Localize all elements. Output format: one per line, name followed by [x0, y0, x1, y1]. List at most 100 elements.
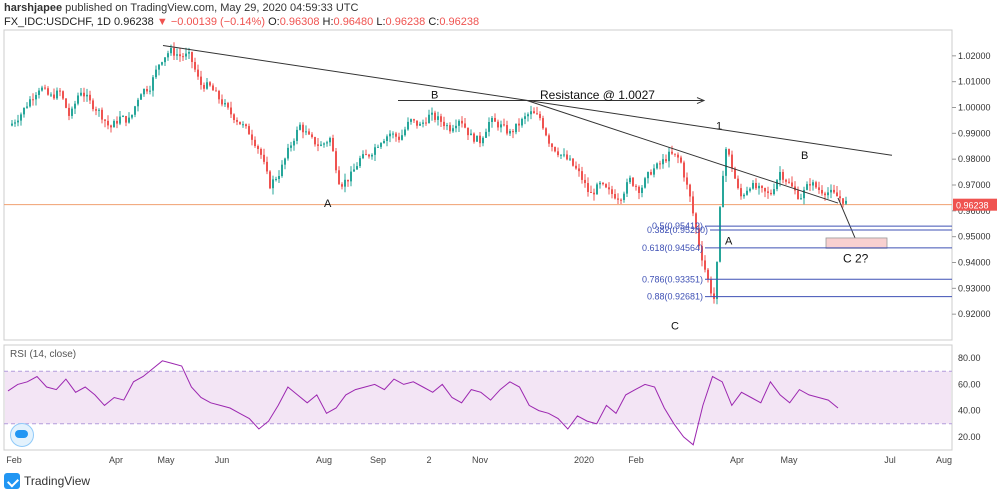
- candle-body: [839, 196, 841, 199]
- candle-body: [158, 64, 160, 70]
- candle-body: [791, 182, 793, 187]
- candle-body: [149, 90, 151, 92]
- candle-body: [371, 154, 373, 157]
- candle-body: [599, 182, 601, 185]
- candle-body: [35, 94, 37, 100]
- time-axis-label: May: [157, 455, 175, 465]
- candle-body: [368, 154, 370, 157]
- candle-body: [689, 184, 691, 197]
- publish-info: harshjapee published on TradingView.com,…: [4, 2, 358, 14]
- candle-body: [161, 62, 163, 65]
- candle-body: [749, 188, 751, 191]
- candle-body: [257, 146, 259, 150]
- candle-body: [41, 87, 43, 91]
- candle-body: [86, 94, 88, 97]
- candle-body: [89, 94, 91, 101]
- current-price-label: 0.96238: [956, 201, 989, 211]
- candle-body: [74, 103, 76, 109]
- candle-body: [80, 92, 82, 96]
- author[interactable]: harshjapee: [4, 2, 63, 14]
- candle-body: [581, 171, 583, 180]
- candle-body: [110, 125, 112, 128]
- target-zone-box: [825, 237, 888, 249]
- candle-body: [278, 176, 280, 179]
- candle-body: [740, 188, 742, 197]
- candle-body: [287, 147, 289, 159]
- price-tick-label: 0.95000: [958, 232, 991, 242]
- candle-body: [266, 161, 268, 172]
- candle-body: [578, 168, 580, 172]
- rsi-line: [7, 360, 839, 446]
- candle-body: [773, 189, 775, 195]
- time-axis-label: 2: [426, 455, 431, 465]
- wave-label-b: B: [431, 89, 438, 101]
- candle-body: [197, 69, 199, 77]
- candle-body: [836, 192, 838, 197]
- candle-body: [833, 189, 835, 193]
- candle-body: [308, 131, 310, 135]
- candle-body: [815, 182, 817, 188]
- candle-body: [194, 61, 196, 70]
- candle-body: [674, 153, 676, 155]
- candle-body: [101, 109, 103, 120]
- candle-body: [716, 261, 718, 299]
- candle-body: [338, 170, 340, 185]
- candle-body: [227, 103, 229, 108]
- time-axis-label: Jun: [215, 455, 230, 465]
- candle-body: [107, 120, 109, 126]
- fib-level-label: 0.5(0.95412): [652, 221, 703, 231]
- candle-body: [467, 127, 469, 136]
- candle-body: [386, 136, 388, 141]
- candle-body: [758, 185, 760, 189]
- candle-body: [395, 133, 397, 137]
- rsi-band: [5, 371, 951, 424]
- candle-body: [821, 189, 823, 194]
- candle-body: [296, 129, 298, 141]
- candle-body: [341, 184, 343, 187]
- candle-body: [737, 178, 739, 189]
- candle-body: [665, 159, 667, 162]
- candle-body: [32, 99, 34, 101]
- candle-body: [11, 123, 13, 126]
- candle-body: [248, 126, 250, 135]
- candle-body: [812, 182, 814, 186]
- candle-body: [272, 179, 274, 189]
- candle-body: [245, 124, 247, 127]
- candle-body: [164, 57, 166, 63]
- candle-body: [512, 131, 514, 133]
- wave-label-c2: C 2?: [843, 252, 869, 266]
- chart-header: harshjapee published on TradingView.com,…: [0, 0, 1000, 30]
- candle-body: [17, 120, 19, 123]
- candle-body: [14, 122, 16, 124]
- candle-body: [344, 179, 346, 187]
- candle-body: [236, 120, 238, 122]
- cloud-icon[interactable]: [10, 423, 34, 447]
- candle-body: [428, 114, 430, 124]
- candle-body: [506, 125, 508, 134]
- price-tick-label: 1.01000: [958, 77, 991, 87]
- candle-body: [842, 198, 844, 204]
- candle-body: [584, 179, 586, 184]
- price-tick-label: 0.97000: [958, 180, 991, 190]
- candle-body: [392, 133, 394, 135]
- candle-body: [461, 120, 463, 124]
- candle-body: [275, 178, 277, 180]
- candle-body: [656, 163, 658, 169]
- candle-body: [146, 88, 148, 92]
- candle-body: [209, 82, 211, 86]
- close-value: 0.96238: [439, 16, 480, 28]
- candle-body: [434, 112, 436, 120]
- rsi-tick-label: 80.00: [958, 353, 981, 363]
- fib-level-label: 0.786(0.93351): [642, 274, 703, 284]
- candle-body: [53, 94, 55, 99]
- candle-body: [215, 90, 217, 92]
- symbol-label: FX_IDC:USDCHF, 1D: [4, 16, 111, 28]
- candle-body: [515, 123, 517, 133]
- projection-arrow-line: [837, 197, 858, 243]
- candle-body: [335, 151, 337, 171]
- price-tick-label: 1.02000: [958, 51, 991, 61]
- candle-body: [752, 182, 754, 189]
- candle-body: [260, 149, 262, 155]
- candle-body: [626, 182, 628, 194]
